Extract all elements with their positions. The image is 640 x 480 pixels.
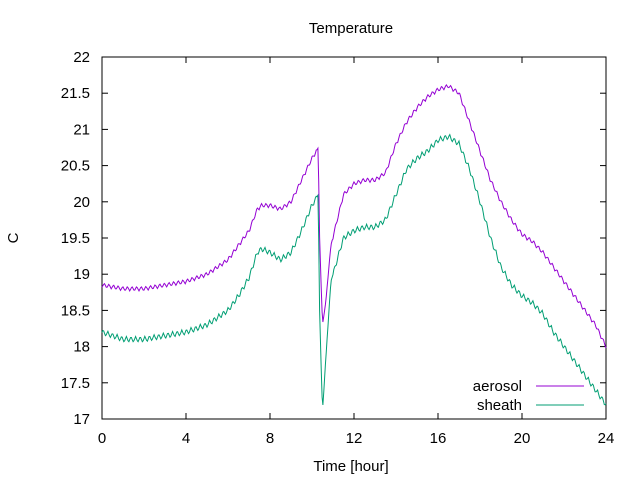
y-tick-label: 20.5: [61, 158, 90, 175]
legend-label-sheath: sheath: [477, 397, 522, 414]
y-tick-label: 18: [73, 339, 90, 356]
y-axis-label: C: [5, 232, 22, 243]
y-tick-label: 17: [73, 411, 90, 428]
y-axis: 17 17.5 18 18.5 19 19.5 20 20.5 21 21.5 22: [61, 49, 606, 428]
y-tick-label: 20: [73, 194, 90, 211]
y-tick-label: 17.5: [61, 375, 90, 392]
x-tick-label: 24: [598, 430, 615, 447]
x-tick-label: 4: [182, 430, 190, 447]
legend-label-aerosol: aerosol: [473, 378, 522, 395]
y-tick-label: 21.5: [61, 85, 90, 102]
x-tick-label: 20: [514, 430, 531, 447]
x-tick-label: 16: [430, 430, 447, 447]
legend: aerosol sheath: [473, 378, 584, 414]
x-tick-label: 0: [98, 430, 106, 447]
y-tick-label: 22: [73, 49, 90, 66]
y-tick-label: 21: [73, 121, 90, 138]
chart-title: Temperature: [309, 20, 393, 37]
series-line-sheath: [101, 133, 607, 406]
y-tick-label: 19.5: [61, 230, 90, 247]
x-tick-label: 8: [266, 430, 274, 447]
x-axis-label: Time [hour]: [313, 458, 388, 475]
y-tick-label: 19: [73, 266, 90, 283]
plot-border: [101, 56, 607, 420]
series-line-aerosol: [101, 84, 607, 349]
series-layer: [101, 84, 607, 406]
y-tick-label: 18.5: [61, 302, 90, 319]
plot-area: [101, 56, 607, 420]
x-tick-label: 12: [346, 430, 363, 447]
x-axis: 0 4 8 12 16 20 24: [98, 57, 615, 447]
